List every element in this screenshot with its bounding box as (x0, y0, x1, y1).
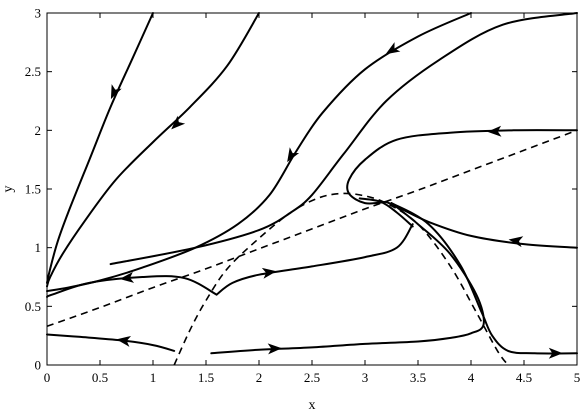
direction-arrow (110, 84, 122, 100)
direction-arrow (261, 267, 277, 279)
direction-arrow (287, 147, 300, 163)
y-tick-label: 0 (35, 358, 42, 373)
direction-arrow (267, 343, 282, 355)
direction-arrow (548, 347, 563, 359)
y-axis-label: y (1, 186, 16, 193)
nullcline (173, 192, 509, 366)
y-tick-label: 2.5 (25, 64, 41, 79)
y-tick-label: 2 (35, 123, 42, 138)
trajectory (46, 275, 218, 298)
y-tick-label: 1 (35, 240, 42, 255)
x-tick-label: 4.5 (516, 370, 532, 385)
direction-arrow (116, 335, 132, 347)
trajectory-layer (46, 12, 578, 355)
nullcline (46, 129, 578, 328)
direction-arrow (119, 271, 135, 283)
x-tick-label: 2.5 (304, 370, 320, 385)
direction-arrow (171, 115, 186, 130)
trajectory (46, 12, 260, 288)
tick-layer: 0 0.5 1 1.5 2 2.5 3 3.5 4 4.5 5 0 0.5 1 1.5 2 2.5 3 (25, 6, 581, 386)
trajectory (210, 202, 485, 355)
y-tick-label: 3 (35, 6, 42, 21)
trajectory (346, 129, 578, 205)
nullcline-layer (46, 129, 578, 366)
trajectory (46, 333, 176, 352)
x-tick-label: 0 (44, 370, 51, 385)
direction-arrow (508, 236, 524, 248)
x-tick-label: 4 (468, 370, 475, 385)
trajectory (109, 12, 578, 266)
trajectory (385, 200, 578, 249)
trajectory (46, 12, 154, 284)
y-tick-label: 1.5 (25, 182, 41, 197)
trajectory (46, 12, 472, 293)
x-tick-label: 2 (256, 370, 263, 385)
x-tick-label: 0.5 (92, 370, 108, 385)
direction-arrow (487, 125, 502, 137)
plot-frame (46, 12, 578, 366)
x-tick-label: 3.5 (410, 370, 426, 385)
direction-arrow (385, 42, 401, 55)
trajectory (390, 202, 578, 355)
arrow-layer (110, 42, 563, 359)
trajectory (215, 223, 414, 296)
x-tick-label: 1 (150, 370, 157, 385)
x-tick-label: 5 (574, 370, 581, 385)
trajectory (358, 197, 414, 228)
x-axis-label: x (309, 398, 316, 413)
x-tick-label: 3 (362, 370, 369, 385)
y-tick-label: 0.5 (25, 299, 41, 314)
x-tick-label: 1.5 (198, 370, 214, 385)
